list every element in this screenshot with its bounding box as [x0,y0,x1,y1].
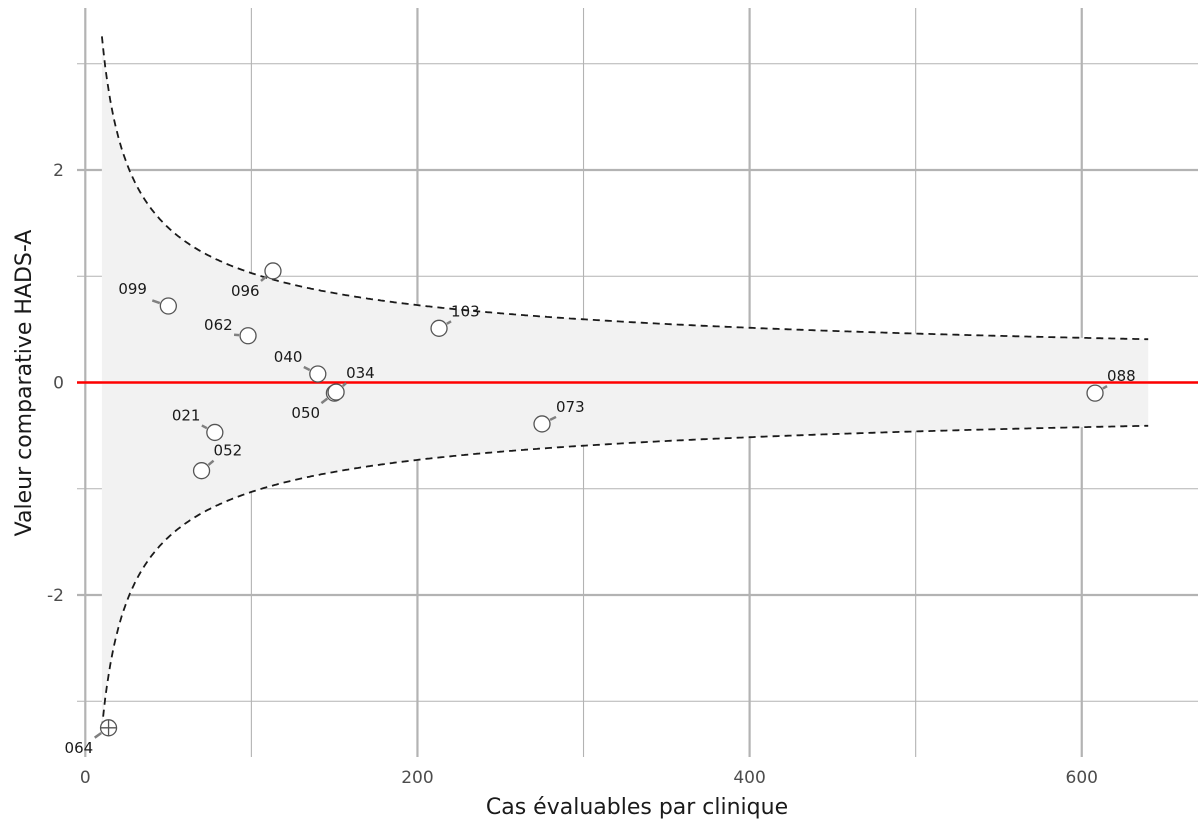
point-label: 050 [291,404,320,422]
data-point [192,462,211,480]
point-label: 103 [451,302,480,320]
point-leader-line [201,424,208,430]
point-label: 088 [1107,367,1136,385]
point-label: 062 [204,316,233,334]
point-leader-line [260,275,267,282]
x-tick-labels: 0 200 400 600 [80,768,1098,788]
point-label: 040 [274,348,303,366]
y-tick-label: 2 [53,161,64,181]
x-tick-label: 200 [401,768,433,788]
point-leader-line [549,415,557,422]
point-leader-line [1102,385,1108,390]
x-tick-label: 0 [80,768,91,788]
point-leader-line [320,397,329,405]
data-point [430,319,448,337]
point-label: 099 [118,280,147,298]
point-label: 073 [556,398,585,416]
point-leader-line [151,299,161,305]
lower-control-limit [101,424,1149,729]
point-label: 064 [65,739,94,757]
point-label: 052 [214,442,243,460]
point-leader-line [303,365,311,372]
y-tick-label: -2 [47,586,64,606]
point-leader-line [341,382,347,387]
y-tick-labels: -2 0 2 [47,161,64,606]
data-point [309,365,327,383]
data-point [206,423,224,442]
point-leader-line [446,320,452,325]
point-leader-line [207,459,215,466]
data-point [159,297,177,315]
data-point [239,327,257,345]
point-label: 021 [172,406,201,424]
point-leader-line [93,732,102,739]
data-point [533,415,551,433]
upper-control-limit [101,36,1149,341]
y-tick-label: 0 [53,374,64,394]
point-label: 034 [346,364,375,382]
x-axis-title: Cas évaluables par clinique [486,795,788,820]
data-point [1086,384,1104,402]
x-tick-label: 400 [733,768,765,788]
data-point [327,383,345,401]
data-point [264,262,282,280]
x-tick-label: 600 [1066,768,1098,788]
point-label: 096 [231,282,260,300]
y-axis-title: Valeur comparative HADS-A [12,230,37,537]
data-points: 064 099 052 021 062 096 040 050 034 103 073 088 [65,262,1136,757]
